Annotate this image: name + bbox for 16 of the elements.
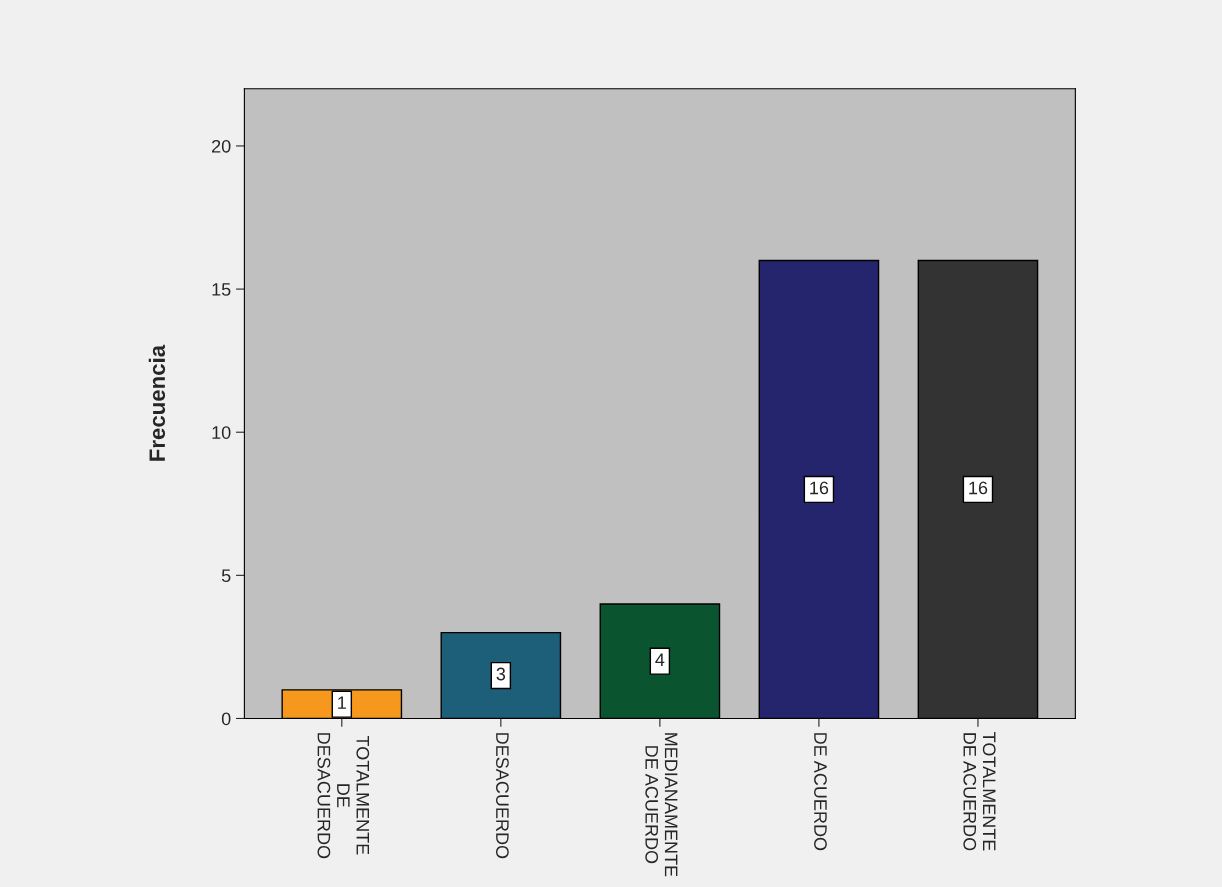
y-tick-label: 5	[221, 569, 231, 583]
y-tick-label: 20	[212, 139, 231, 153]
y-tick-label: 10	[212, 426, 231, 439]
x-tick-label: TOTALMENTE DE ACUERDO	[963, 732, 996, 851]
data-label: 1	[338, 696, 346, 709]
data-label: 4	[655, 653, 665, 666]
y-axis-title: Frecuencia	[148, 344, 166, 461]
x-tick-label: TOTALMENTE DE DESACUERDO	[317, 733, 370, 859]
x-tick-label: MEDIANAMENTE DE ACUERDO	[645, 733, 678, 877]
y-tick-label: 15	[212, 283, 231, 296]
y-tick-label: 0	[221, 712, 231, 726]
x-tick-label: DESACUERDO	[496, 733, 509, 859]
x-tick-label: DE ACUERDO	[814, 733, 827, 851]
data-label: 3	[496, 667, 506, 681]
data-label: 16	[810, 481, 829, 495]
data-label: 16	[969, 481, 988, 495]
